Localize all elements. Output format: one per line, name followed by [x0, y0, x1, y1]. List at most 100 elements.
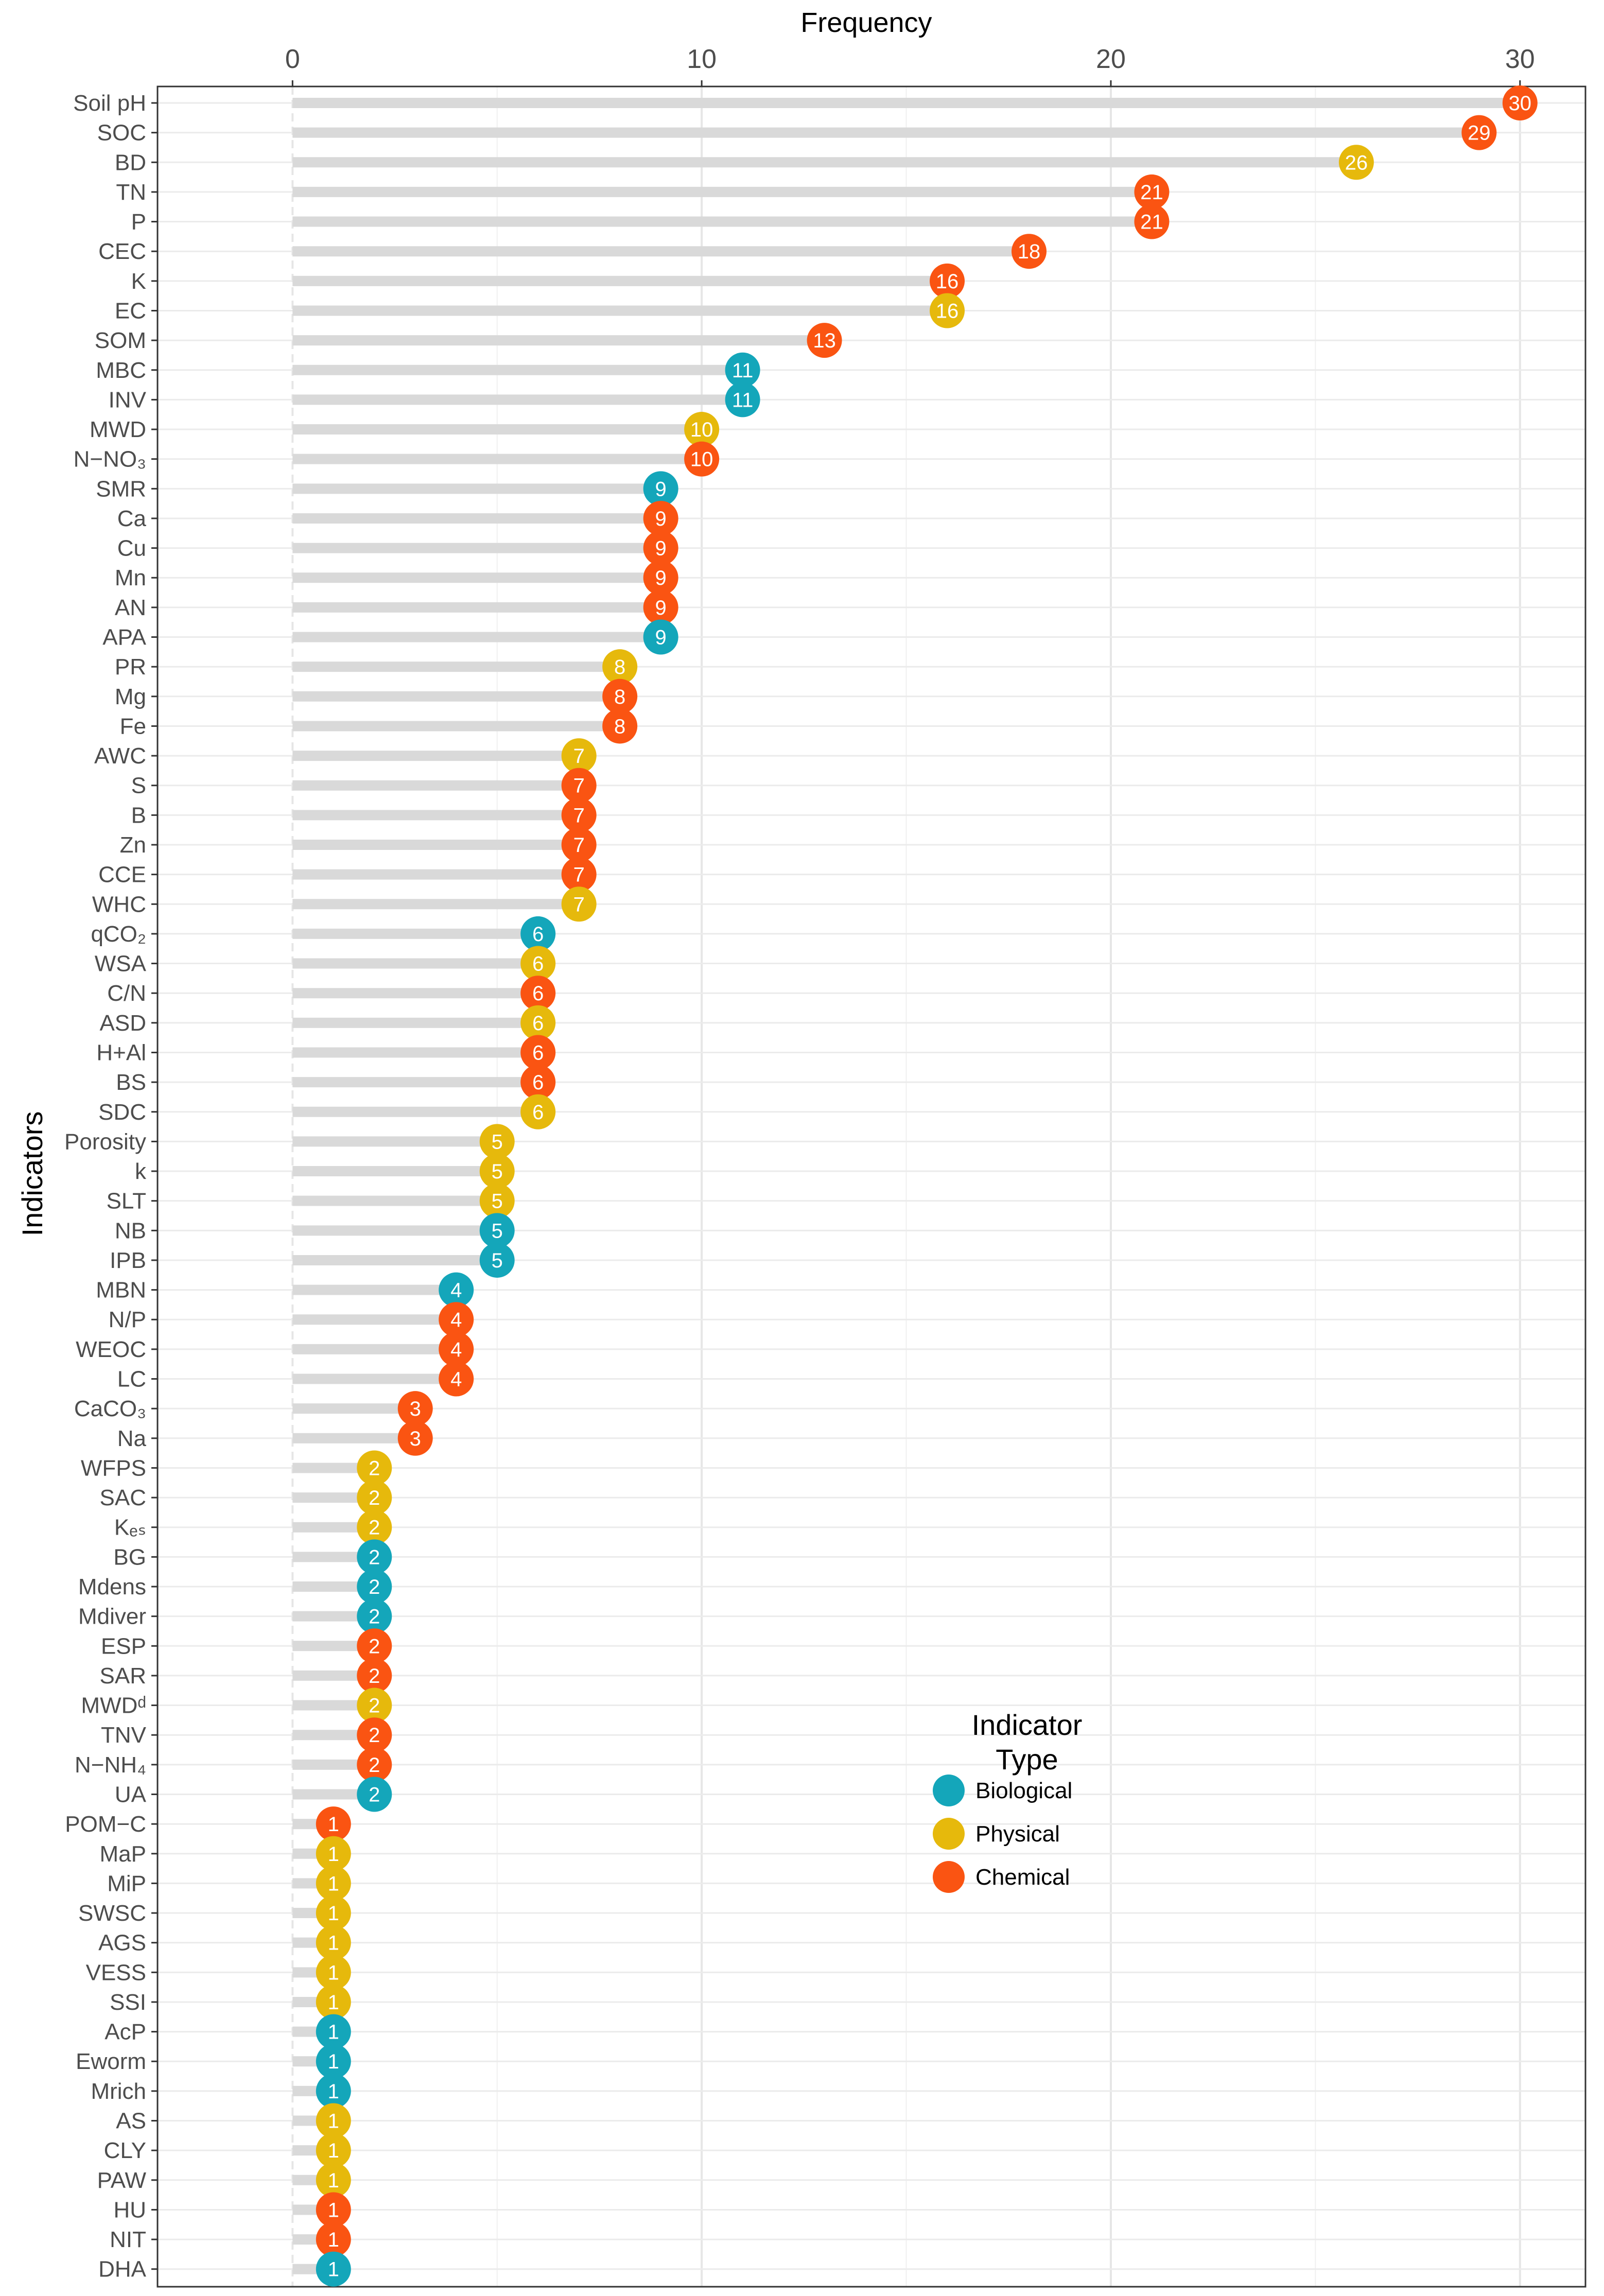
indicator-label: WSA: [95, 951, 147, 977]
indicator-label: IPB: [110, 1248, 146, 1273]
point-biological: [643, 471, 678, 507]
point-biological: [520, 916, 556, 951]
point-value-label: 6: [532, 1012, 544, 1035]
y-axis-title: Indicators: [16, 1111, 48, 1237]
indicator-label: NB: [115, 1218, 146, 1243]
indicator-label: Mn: [115, 565, 146, 590]
point-value-label: 1: [328, 2021, 339, 2044]
indicator-label: CEC: [98, 239, 146, 264]
point-chemical: [357, 1658, 392, 1693]
indicator-label: Zn: [120, 832, 146, 858]
point-physical: [479, 1154, 515, 1189]
point-chemical: [1461, 115, 1497, 150]
point-value-label: 7: [573, 834, 585, 857]
legend-key-chemical: [933, 1861, 965, 1893]
indicator-label: k: [135, 1159, 147, 1184]
point-value-label: 1: [328, 1991, 339, 2014]
indicator-label: Mg: [115, 684, 146, 709]
point-value-label: 6: [532, 953, 544, 976]
point-value-label: 21: [1140, 211, 1163, 234]
point-value-label: 1: [328, 1843, 339, 1866]
indicator-label: SMR: [96, 476, 146, 501]
point-value-label: 1: [328, 1813, 339, 1836]
point-chemical: [397, 1420, 433, 1456]
point-chemical: [643, 589, 678, 625]
indicator-label: B: [131, 803, 146, 828]
point-chemical: [520, 1065, 556, 1100]
point-chemical: [643, 560, 678, 596]
point-value-label: 4: [450, 1279, 462, 1302]
indicator-label: UA: [115, 1782, 147, 1807]
point-value-label: 2: [369, 1635, 380, 1658]
indicator-label: S: [131, 773, 146, 798]
point-physical: [316, 2162, 351, 2198]
point-value-label: 4: [450, 1368, 462, 1391]
point-chemical: [357, 1628, 392, 1664]
point-value-label: 4: [450, 1338, 462, 1361]
indicator-label: Na: [117, 1426, 147, 1451]
point-value-label: 8: [614, 715, 625, 738]
point-value-label: 26: [1345, 151, 1368, 174]
indicator-label: WHC: [92, 892, 146, 917]
indicator-label: INV: [109, 387, 147, 412]
point-physical: [357, 1450, 392, 1486]
point-value-label: 21: [1140, 181, 1163, 204]
point-value-label: 1: [328, 2199, 339, 2221]
indicator-label: AN: [115, 595, 146, 620]
indicator-label: Porosity: [64, 1129, 146, 1154]
point-value-label: 8: [614, 686, 625, 708]
legend-label: Chemical: [975, 1865, 1070, 1890]
point-chemical: [520, 1035, 556, 1070]
point-chemical: [357, 1717, 392, 1753]
point-chemical: [643, 530, 678, 566]
point-chemical: [602, 679, 638, 714]
point-physical: [316, 2103, 351, 2138]
indicator-label: Mrich: [91, 2079, 146, 2104]
x-tick-label: 10: [687, 44, 717, 74]
indicator-label: Mdiver: [78, 1604, 146, 1629]
point-value-label: 7: [573, 864, 585, 886]
point-physical: [316, 1895, 351, 1931]
indicator-label: N−NH₄: [75, 1752, 146, 1778]
point-chemical: [807, 323, 842, 358]
point-value-label: 7: [573, 893, 585, 916]
point-value-label: 29: [1468, 122, 1491, 145]
indicator-label: Cu: [117, 536, 146, 561]
indicator-label: Soil pH: [73, 91, 146, 116]
point-physical: [520, 1094, 556, 1129]
point-physical: [602, 649, 638, 685]
point-physical: [561, 738, 597, 774]
indicator-label: POM−C: [65, 1812, 146, 1837]
point-value-label: 9: [655, 478, 667, 500]
point-value-label: 16: [936, 300, 959, 322]
point-value-label: 6: [532, 1071, 544, 1094]
point-value-label: 9: [655, 597, 667, 619]
point-physical: [520, 946, 556, 981]
point-value-label: 2: [369, 1606, 380, 1628]
indicator-label: PAW: [97, 2168, 147, 2193]
point-chemical: [1134, 204, 1170, 239]
indicator-label: CaCO₃: [74, 1396, 146, 1421]
indicator-label: SOC: [97, 120, 146, 146]
point-biological: [316, 2073, 351, 2109]
point-value-label: 1: [328, 2080, 339, 2103]
point-physical: [479, 1124, 515, 1159]
point-chemical: [439, 1361, 474, 1397]
point-physical: [316, 1955, 351, 1990]
indicator-label: SSI: [110, 1990, 146, 2015]
indicator-label: Fe: [120, 714, 146, 739]
point-value-label: 6: [532, 1041, 544, 1064]
point-value-label: 2: [369, 1665, 380, 1688]
point-value-label: 2: [369, 1724, 380, 1747]
indicator-label: SOM: [95, 328, 146, 353]
indicator-label: SWSC: [78, 1901, 146, 1926]
indicator-label: WFPS: [81, 1455, 146, 1481]
point-value-label: 11: [732, 359, 754, 382]
indicator-label: AWC: [94, 743, 146, 769]
point-biological: [479, 1242, 515, 1278]
point-value-label: 1: [328, 1932, 339, 1955]
indicator-label: AS: [116, 2109, 146, 2134]
indicator-label: MaP: [100, 1841, 146, 1867]
point-value-label: 18: [1018, 240, 1041, 263]
point-biological: [725, 352, 760, 388]
